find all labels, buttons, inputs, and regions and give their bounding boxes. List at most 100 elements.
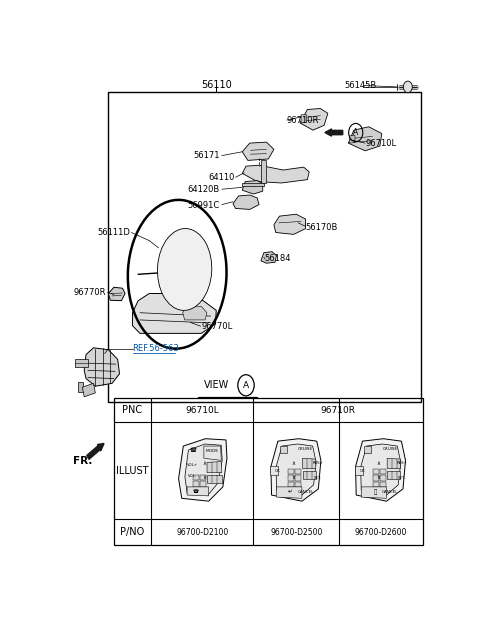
Text: ☎: ☎ — [190, 449, 196, 454]
Polygon shape — [387, 470, 400, 479]
Polygon shape — [261, 160, 266, 183]
Polygon shape — [200, 475, 206, 480]
Text: 96700-D2100: 96700-D2100 — [176, 527, 228, 537]
Text: VOL+: VOL+ — [187, 463, 198, 467]
Polygon shape — [302, 458, 316, 469]
Polygon shape — [242, 165, 309, 183]
Polygon shape — [288, 469, 294, 474]
Polygon shape — [373, 482, 379, 487]
Polygon shape — [233, 195, 259, 210]
Text: 56111D: 56111D — [98, 228, 131, 237]
Polygon shape — [242, 182, 264, 187]
Text: 96710R: 96710R — [321, 406, 356, 414]
Polygon shape — [193, 475, 199, 480]
Text: ∧: ∧ — [376, 461, 380, 466]
Text: 96710R: 96710R — [287, 116, 319, 125]
Polygon shape — [302, 470, 316, 479]
Text: 56110: 56110 — [201, 80, 232, 90]
Text: CRUISE: CRUISE — [383, 447, 398, 451]
Polygon shape — [193, 488, 199, 494]
Text: A: A — [353, 128, 359, 137]
Polygon shape — [187, 487, 209, 496]
Polygon shape — [179, 439, 227, 501]
Text: 96700-D2500: 96700-D2500 — [270, 527, 323, 537]
Text: PNC: PNC — [122, 405, 143, 415]
Text: A: A — [243, 381, 249, 390]
Polygon shape — [348, 127, 382, 151]
Text: RES+: RES+ — [397, 461, 408, 466]
Polygon shape — [185, 444, 222, 495]
Polygon shape — [132, 293, 216, 333]
Text: ∨: ∨ — [376, 475, 380, 480]
Text: CRUISE: CRUISE — [298, 447, 313, 451]
Bar — [108, 92, 421, 402]
Polygon shape — [295, 482, 301, 487]
Polygon shape — [349, 135, 355, 143]
Text: 56145B: 56145B — [345, 81, 377, 90]
Text: 56170B: 56170B — [305, 223, 338, 232]
Polygon shape — [373, 469, 379, 474]
Polygon shape — [207, 475, 222, 483]
Text: 56171: 56171 — [193, 151, 220, 160]
Polygon shape — [200, 488, 206, 494]
Polygon shape — [380, 469, 385, 474]
Polygon shape — [361, 487, 386, 499]
Text: 96710L: 96710L — [365, 139, 396, 148]
Polygon shape — [295, 475, 301, 480]
FancyArrow shape — [325, 129, 343, 136]
Polygon shape — [276, 487, 302, 499]
Text: VOL-: VOL- — [188, 474, 197, 478]
Text: REF.56-563: REF.56-563 — [132, 344, 180, 353]
Polygon shape — [78, 383, 83, 392]
Text: 96770R: 96770R — [74, 288, 107, 297]
Polygon shape — [84, 348, 120, 386]
FancyArrow shape — [87, 444, 104, 459]
Text: ∨: ∨ — [292, 475, 296, 480]
Polygon shape — [276, 444, 316, 496]
Polygon shape — [364, 446, 372, 454]
Text: 64120B: 64120B — [188, 185, 220, 193]
Polygon shape — [242, 180, 263, 194]
Polygon shape — [270, 466, 278, 475]
Polygon shape — [271, 439, 321, 501]
Polygon shape — [288, 482, 294, 487]
Text: ILLUST: ILLUST — [116, 466, 149, 475]
Polygon shape — [280, 446, 287, 454]
Circle shape — [403, 81, 412, 92]
Text: 56184: 56184 — [264, 255, 291, 263]
Text: FR.: FR. — [72, 456, 92, 466]
Bar — [114, 398, 423, 545]
Text: ↵: ↵ — [288, 489, 293, 494]
Text: CANCEL: CANCEL — [298, 490, 314, 494]
Polygon shape — [373, 475, 379, 480]
Text: MODE: MODE — [205, 449, 218, 453]
Text: ∧: ∧ — [292, 461, 296, 466]
Ellipse shape — [157, 228, 212, 310]
Polygon shape — [242, 142, 274, 160]
Text: 96770L: 96770L — [202, 321, 233, 331]
Text: ☎: ☎ — [193, 489, 199, 494]
Polygon shape — [288, 475, 294, 480]
Polygon shape — [380, 482, 385, 487]
Text: SET-: SET- — [313, 476, 322, 480]
Polygon shape — [200, 481, 206, 487]
Polygon shape — [300, 109, 328, 130]
Polygon shape — [360, 444, 401, 496]
Polygon shape — [261, 251, 276, 263]
Text: ⚿: ⚿ — [373, 489, 377, 495]
Text: ∧: ∧ — [202, 461, 206, 466]
Polygon shape — [356, 439, 406, 501]
Text: OK: OK — [275, 469, 281, 472]
Polygon shape — [380, 475, 385, 480]
Text: SET-: SET- — [398, 476, 407, 480]
Polygon shape — [204, 446, 221, 461]
Polygon shape — [183, 306, 207, 320]
Polygon shape — [83, 383, 96, 397]
Text: 56991C: 56991C — [188, 201, 220, 210]
Text: 96710L: 96710L — [185, 406, 219, 414]
Polygon shape — [274, 214, 305, 235]
Polygon shape — [108, 287, 125, 301]
Text: RES+: RES+ — [312, 461, 323, 466]
Text: OK: OK — [360, 469, 365, 472]
Text: P/NO: P/NO — [120, 527, 144, 537]
